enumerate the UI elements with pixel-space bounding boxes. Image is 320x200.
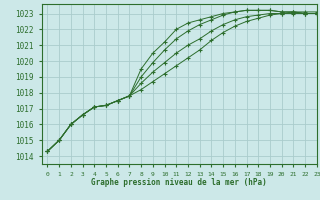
- X-axis label: Graphe pression niveau de la mer (hPa): Graphe pression niveau de la mer (hPa): [91, 178, 267, 187]
